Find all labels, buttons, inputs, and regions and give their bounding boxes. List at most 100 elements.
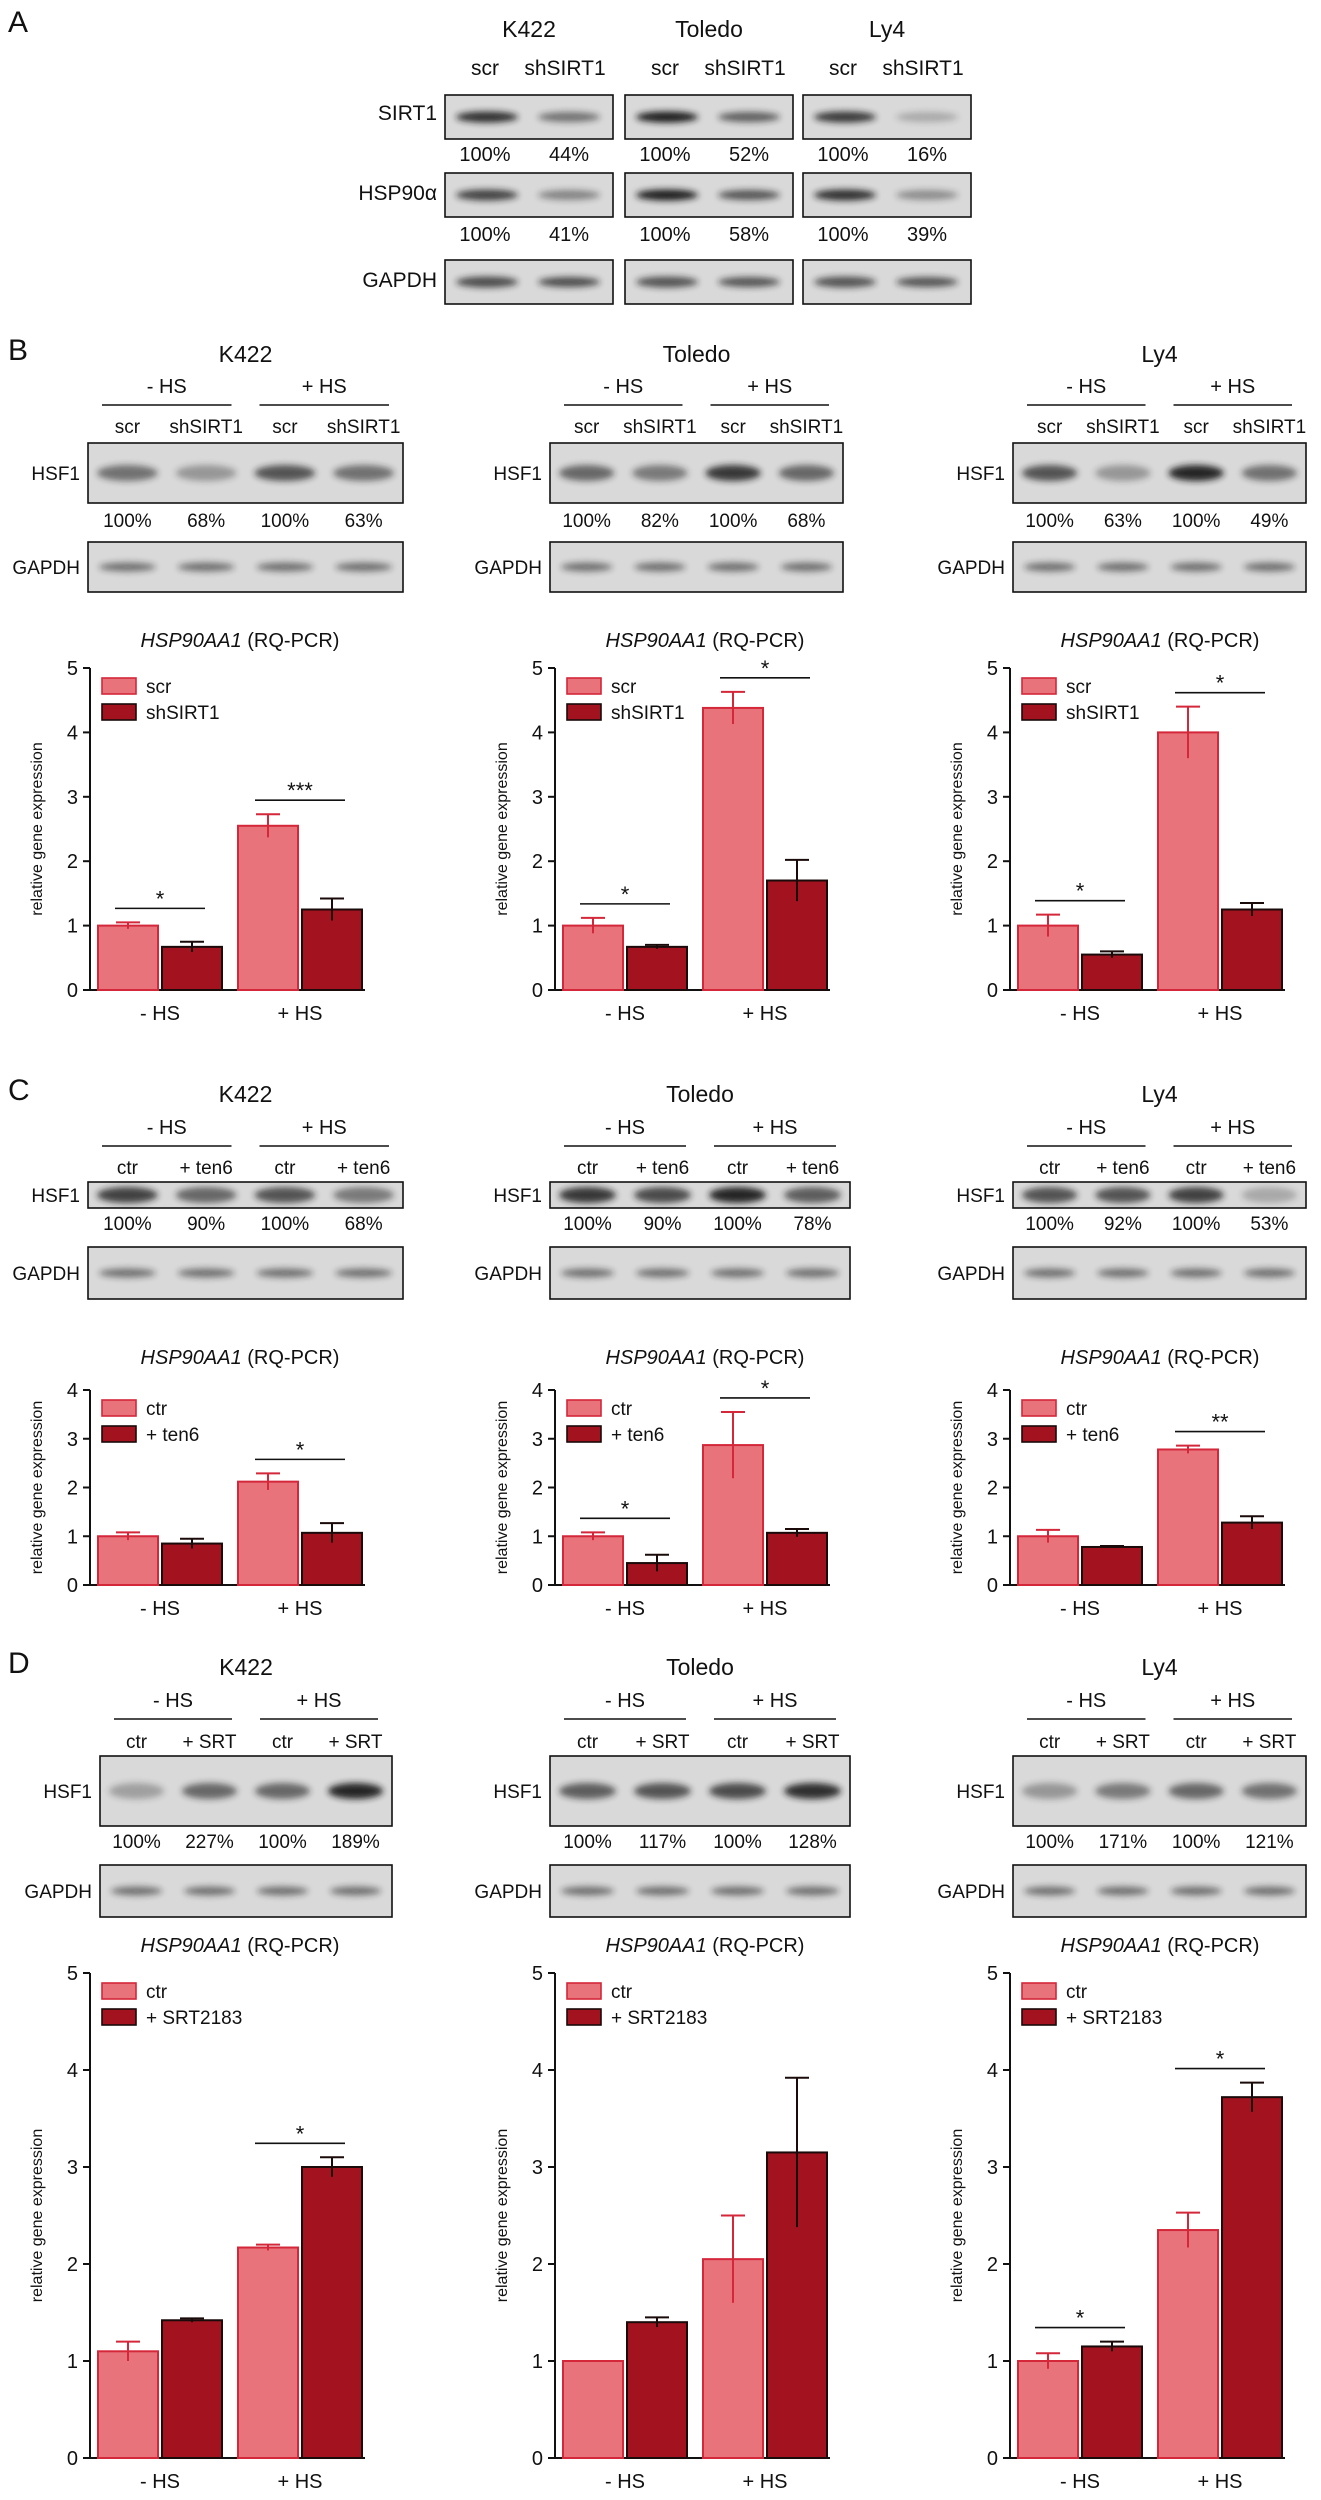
y-tick-label-b-0-4: 4	[67, 722, 78, 744]
significance-label-c-2-0: **	[1211, 1410, 1229, 1435]
y-tick-label-d-2-0: 0	[987, 2448, 998, 2470]
y-tick-label-c-2-0: 0	[987, 1575, 998, 1597]
y-axis-label-d-0: relative gene expression	[29, 2129, 46, 2302]
quant-d-1-2: 100%	[713, 1832, 762, 1853]
quant-c-0-1: 90%	[187, 1214, 225, 1235]
row-label-hsf1-d-1: HSF1	[493, 1782, 542, 1803]
band-gapdh-b-1-3	[780, 562, 832, 572]
x-tick-label-c-2-1: + HS	[1197, 1598, 1242, 1620]
panel-letter-b: B	[8, 334, 28, 367]
significance-label-d-2-0: *	[1076, 2306, 1085, 2331]
band-hsf1-c-1-1	[634, 1187, 691, 1203]
row-label-gapdh-b-2: GAPDH	[937, 558, 1005, 579]
band-hsf1-b-2-2	[1168, 465, 1224, 481]
y-tick-label-b-1-5: 5	[532, 658, 543, 680]
band-hsf1-d-1-0	[559, 1783, 616, 1799]
lane-label-d-2-0: ctr	[1039, 1732, 1061, 1753]
band-a-1-2-1	[718, 277, 780, 287]
band-hsf1-b-1-1	[632, 465, 688, 481]
group-label-b-2-0: - HS	[1066, 376, 1106, 398]
band-a-2-2-0	[814, 276, 876, 288]
band-gapdh-d-0-2	[257, 1886, 308, 1896]
bar-d-2-1-1	[1221, 2096, 1283, 2459]
band-a-2-0-0	[814, 111, 876, 123]
y-tick-label-b-2-0: 0	[987, 980, 998, 1002]
quant-b-1-3: 68%	[787, 511, 825, 532]
row-label-gapdh-c-1: GAPDH	[474, 1264, 542, 1285]
row-label-hsf1-c-0: HSF1	[31, 1186, 80, 1207]
chart-title-c-1: HSP90AA1 (RQ-PCR)	[606, 1347, 805, 1369]
bar-chart-layer: HSP90AA1 (RQ-PCR) 0 1 2 3 4 5 relative gene exp…	[29, 630, 1285, 2493]
x-tick-label-c-2-0: - HS	[1060, 1598, 1100, 1620]
group-label-c-0-1: + HS	[302, 1117, 347, 1139]
significance-label-b-0-1: ***	[287, 778, 313, 803]
quant-d-1-1: 117%	[639, 1832, 686, 1853]
x-tick-label-c-1-0: - HS	[605, 1598, 645, 1620]
lane-label-a-2-1: shSIRT1	[882, 57, 963, 80]
bar-b-1-1-0	[702, 706, 764, 991]
band-a-2-1-0	[814, 189, 876, 201]
y-tick-label-d-2-5: 5	[987, 1963, 998, 1985]
quant-a-sirt1-2-1: 16%	[907, 144, 947, 166]
chart-title-gene-d-0: HSP90AA1	[141, 1935, 242, 1957]
band-gapdh-c-0-2	[256, 1268, 314, 1278]
quant-a-hsp90-2-1: 39%	[907, 224, 947, 246]
group-label-b-2-1: + HS	[1210, 376, 1255, 398]
quant-a-sirt1-0-0: 100%	[459, 144, 510, 166]
chart-title-d-2: HSP90AA1 (RQ-PCR)	[1061, 1935, 1260, 1957]
bar-c-0-1-0	[237, 1480, 299, 1587]
y-tick-label-d-1-0: 0	[532, 2448, 543, 2470]
chart-title-b-0: HSP90AA1 (RQ-PCR)	[141, 630, 340, 652]
band-a-0-0-0	[456, 111, 518, 123]
bar-b-2-0-0	[1017, 924, 1079, 991]
quant-b-2-2: 100%	[1172, 511, 1221, 532]
row-label-gapdh-d-1: GAPDH	[474, 1882, 542, 1903]
band-gapdh-b-0-2	[256, 562, 314, 572]
y-axis-label-b-2: relative gene expression	[949, 742, 966, 915]
bar-c-2-0-1	[1081, 1545, 1143, 1586]
y-tick-label-c-1-3: 3	[532, 1429, 543, 1451]
bar-b-1-0-1	[626, 945, 688, 991]
quant-a-sirt1-0-1: 44%	[549, 144, 589, 166]
bar-d-2-0-0	[1017, 2360, 1079, 2459]
x-tick-label-d-0-0: - HS	[140, 2471, 180, 2493]
significance-label-d-2-1: *	[1216, 2047, 1225, 2072]
bar-b-2-1-0	[1157, 731, 1219, 992]
y-tick-label-c-0-2: 2	[67, 1478, 78, 1500]
y-tick-label-b-2-1: 1	[987, 916, 998, 938]
y-tick-label-c-2-4: 4	[987, 1380, 998, 1402]
y-tick-label-c-0-4: 4	[67, 1380, 78, 1402]
band-gapdh-c-0-0	[99, 1268, 156, 1278]
lane-label-b-2-2: scr	[1183, 417, 1209, 438]
band-gapdh-d-2-1	[1097, 1886, 1149, 1896]
quant-c-1-3: 78%	[793, 1214, 831, 1235]
x-tick-label-c-1-1: + HS	[742, 1598, 787, 1620]
legend-swatch-d-2-0	[1021, 1982, 1057, 2000]
row-label-gapdh-b-0: GAPDH	[12, 558, 80, 579]
band-a-0-1-1	[538, 190, 600, 200]
band-gapdh-c-1-3	[786, 1268, 839, 1278]
band-hsf1-d-2-1	[1095, 1783, 1151, 1799]
legend-swatch-b-1-0	[566, 677, 602, 695]
chart-title-b-2: HSP90AA1 (RQ-PCR)	[1061, 630, 1260, 652]
y-tick-label-d-2-2: 2	[987, 2254, 998, 2276]
lane-label-d-0-1: + SRT	[182, 1732, 236, 1753]
lane-label-d-0-2: ctr	[272, 1732, 294, 1753]
quant-b-0-3: 63%	[345, 511, 383, 532]
legend-label-b-2-1: shSIRT1	[1066, 703, 1140, 724]
group-label-c-2-1: + HS	[1210, 1117, 1255, 1139]
band-gapdh-d-0-0	[111, 1886, 162, 1896]
y-tick-label-b-1-3: 3	[532, 787, 543, 809]
x-tick-label-b-2-1: + HS	[1197, 1003, 1242, 1025]
quant-d-2-1: 171%	[1099, 1832, 1148, 1853]
band-hsf1-b-2-0	[1022, 465, 1078, 481]
chart-title-gene-c-2: HSP90AA1	[1061, 1347, 1162, 1369]
chart-title-method-b-2: (RQ-PCR)	[1162, 630, 1260, 652]
cell-title-d-1: Toledo	[666, 1654, 734, 1680]
band-gapdh-b-2-2	[1170, 562, 1222, 572]
legend-label-b-0-0: scr	[146, 677, 172, 698]
bar-c-1-1-1	[766, 1531, 828, 1587]
bar-b-0-1-1	[301, 908, 363, 991]
bar-c-2-0-0	[1017, 1535, 1079, 1586]
band-hsf1-c-0-2	[254, 1187, 316, 1203]
